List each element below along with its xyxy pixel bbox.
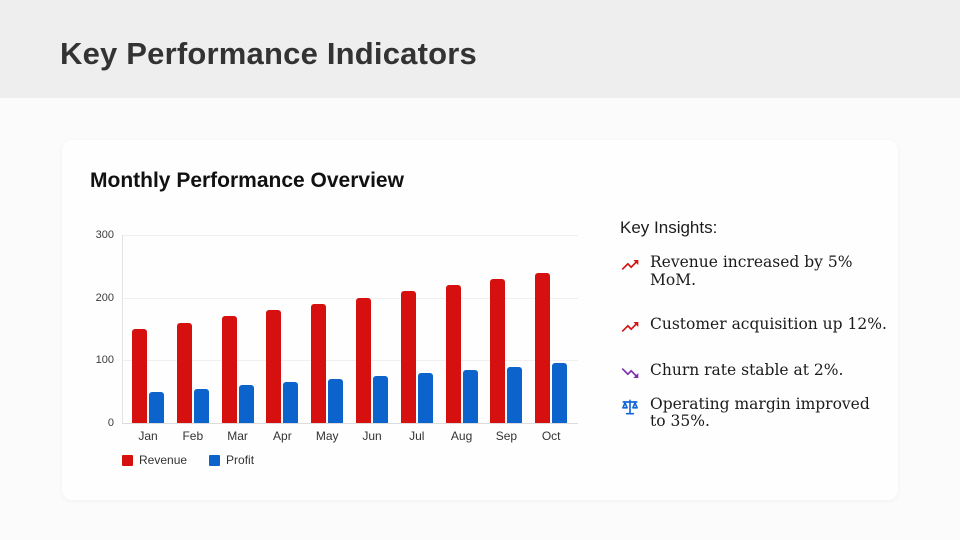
legend-label: Revenue	[139, 453, 188, 467]
legend-swatch	[122, 454, 133, 466]
profit-bar	[149, 391, 164, 423]
x-tick-label: Feb	[182, 429, 204, 443]
insight-item: Operating margin improved to 35%.	[620, 394, 892, 432]
profit-bar	[417, 372, 433, 423]
x-tick-label: Aug	[450, 429, 473, 443]
insight-text: Revenue increased by 5% MoM.	[650, 253, 853, 289]
y-tick-label: 300	[95, 229, 114, 241]
x-tick-label: Jun	[362, 429, 382, 443]
insight-text: Customer acquisition up 12%.	[650, 314, 887, 333]
insight-text: Operating margin improved to 35%.	[650, 394, 870, 431]
x-tick-label: Mar	[227, 429, 248, 443]
insights-panel: Key Insights: Revenue increased by 5% Mo…	[620, 218, 892, 431]
profit-bar	[238, 385, 254, 423]
bar-chart: 0 100 200 300 Jan Feb Mar Apr May Jun Jul Aug Sep Oct…	[90, 225, 610, 485]
x-tick-label: Jul	[409, 429, 425, 443]
grid-line	[122, 360, 578, 362]
revenue-bar	[445, 285, 461, 423]
revenue-bar	[176, 322, 192, 423]
y-tick-label: 200	[95, 291, 114, 304]
profit-bar	[193, 388, 209, 423]
x-tick-label: May	[315, 429, 339, 443]
insight-item: Revenue increased by 5% MoM.	[620, 253, 892, 290]
profit-bar	[328, 379, 344, 423]
insight-item: Churn rate stable at 2%.	[620, 360, 892, 383]
slide-title: Key Performance Indicators	[60, 36, 477, 71]
profit-bar	[552, 363, 568, 423]
insights-heading: Key Insights:	[620, 218, 718, 237]
grid-line	[122, 235, 578, 236]
revenue-bar	[356, 297, 371, 423]
profit-bar	[462, 369, 478, 423]
grid-line	[122, 297, 578, 299]
x-tick-label: Jan	[138, 429, 158, 443]
y-axis-line	[122, 235, 123, 423]
profit-bar	[283, 382, 299, 423]
insight-item: Customer acquisition up 12%.	[620, 314, 892, 337]
y-tick-label: 0	[107, 417, 114, 429]
y-tick-label: 100	[95, 354, 114, 367]
kpi-card: Monthly Performance Overview 0 100 200 300 J…	[62, 140, 898, 500]
x-tick-label: Apr	[273, 429, 292, 443]
revenue-bar	[490, 278, 506, 423]
trending-up-icon	[620, 255, 640, 275]
legend-item: Profit	[209, 453, 254, 467]
revenue-bar	[132, 329, 147, 423]
revenue-bar	[400, 291, 416, 423]
insight-text: Churn rate stable at 2%.	[650, 360, 844, 379]
x-tick-label: Sep	[495, 429, 518, 443]
revenue-bar	[221, 316, 237, 423]
grid-line	[122, 423, 578, 424]
revenue-bar	[266, 310, 282, 423]
legend-item: Revenue	[122, 453, 187, 467]
profit-bar	[507, 366, 523, 423]
balance-icon	[620, 397, 640, 417]
revenue-bar	[535, 272, 551, 423]
chart-legend: Revenue Profit	[122, 453, 254, 467]
profit-bar	[373, 376, 388, 423]
x-tick-label: Oct	[541, 429, 561, 443]
legend-swatch	[209, 454, 221, 466]
trending-down-icon	[620, 363, 640, 383]
legend-label: Profit	[226, 453, 255, 467]
header-band: Key Performance Indicators	[0, 0, 960, 98]
card-title: Monthly Performance Overview	[90, 169, 404, 192]
trending-up-icon	[620, 317, 640, 337]
revenue-bar	[311, 303, 327, 423]
